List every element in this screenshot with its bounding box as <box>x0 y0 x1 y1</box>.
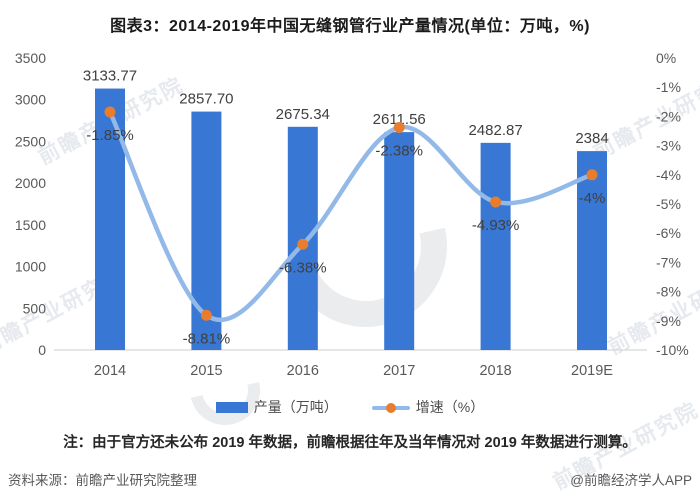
bar-2019E <box>577 151 607 350</box>
right-axis-tick: -5% <box>656 196 681 212</box>
right-axis-tick: -7% <box>656 254 681 270</box>
plot-area: 3500 3000 2500 2000 1500 1000 500 0 0% -1% -2% -3% -… <box>15 50 689 379</box>
left-axis-tick: 3000 <box>15 92 46 108</box>
left-axis-tick: 1000 <box>15 259 46 275</box>
legend-label: 产量（万吨） <box>253 399 338 415</box>
growth-marker-2014 <box>104 106 116 118</box>
x-axis-label-2019E: 2019E <box>571 363 613 379</box>
growth-value-label: -2.38% <box>375 142 423 159</box>
growth-value-label: -8.81% <box>183 330 231 347</box>
growth-marker-2016 <box>297 238 309 250</box>
right-axis-tick: -2% <box>656 108 681 124</box>
bar-2017 <box>384 132 415 350</box>
right-axis-tick: -9% <box>656 313 681 329</box>
legend: 产量（万吨） 增速（%） <box>0 397 700 417</box>
growth-marker-2017 <box>393 121 405 133</box>
growth-value-label: -6.38% <box>279 259 327 276</box>
bar-value-label: 3133.77 <box>83 68 137 85</box>
growth-value-label: -4.93% <box>472 217 520 234</box>
line-series-swatch <box>371 402 410 413</box>
right-axis-tick: 0% <box>656 50 676 66</box>
bar-value-label: 2611.56 <box>373 111 426 128</box>
growth-line <box>107 109 595 323</box>
right-axis-tick: -8% <box>656 284 681 300</box>
growth-value-label: -1.85% <box>86 127 134 144</box>
app-credit: @前瞻经济学人APP <box>570 473 692 488</box>
footer: 资料来源：前瞻产业研究院整理 @前瞻经济学人APP <box>0 469 700 489</box>
x-axis-label-2016: 2016 <box>287 363 319 379</box>
x-axis-label-2017: 2017 <box>383 363 415 379</box>
left-axis-tick: 1500 <box>15 217 46 233</box>
left-axis-tick: 2000 <box>15 175 46 191</box>
x-axis-label-2014: 2014 <box>94 363 126 379</box>
left-axis-tick: 3500 <box>15 50 46 66</box>
right-axis-tick: -10% <box>656 342 689 358</box>
left-axis-tick: 2500 <box>15 133 46 149</box>
bar-series-swatch <box>215 401 248 413</box>
bar-value-label: 2482.87 <box>468 122 522 139</box>
data-source: 资料来源：前瞻产业研究院整理 <box>8 473 197 488</box>
x-axis-label-2015: 2015 <box>190 363 222 379</box>
bar-value-label: 2857.70 <box>179 91 233 108</box>
right-axis-tick: -1% <box>656 79 681 95</box>
left-axis-tick: 500 <box>23 300 47 316</box>
right-axis-tick: -3% <box>656 138 681 154</box>
growth-marker-2015 <box>200 309 212 321</box>
x-axis-label-2018: 2018 <box>479 363 511 379</box>
bar-2016 <box>287 126 318 351</box>
legend-item-production: 产量（万吨） <box>215 397 338 417</box>
bar-value-label: 2675.34 <box>276 106 330 123</box>
growth-value-label: -4% <box>579 190 606 207</box>
growth-marker-2018 <box>490 196 502 208</box>
chart-title: 图表3：2014-2019年中国无缝钢管行业产量情况(单位：万吨，%) <box>110 18 590 35</box>
legend-item-growth: 增速（%） <box>371 397 485 417</box>
right-axis-tick: -6% <box>656 225 681 241</box>
growth-marker-2019E <box>586 169 598 181</box>
bar-value-label: 2384 <box>575 130 608 147</box>
bar-2018 <box>480 142 511 350</box>
left-axis-tick: 0 <box>38 342 46 358</box>
chart-note: 注：由于官方还未公布 2019 年数据，前瞻根据往年及当年情况对 2019 年数… <box>63 435 637 451</box>
right-axis-tick: -4% <box>656 167 681 183</box>
legend-label: 增速（%） <box>415 399 485 415</box>
